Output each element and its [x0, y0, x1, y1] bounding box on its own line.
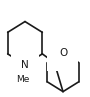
Text: N: N: [21, 60, 29, 70]
Text: Me: Me: [16, 75, 30, 84]
Text: O: O: [59, 48, 67, 58]
Text: NH: NH: [52, 56, 68, 66]
